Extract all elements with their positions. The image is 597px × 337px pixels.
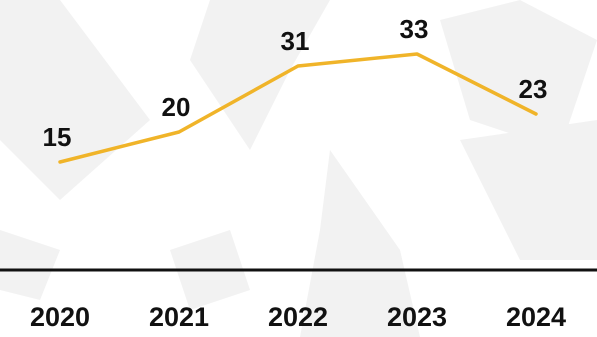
- x-tick-label: 2022: [268, 302, 328, 332]
- data-label: 20: [162, 92, 191, 122]
- background-shape: [440, 0, 597, 150]
- data-point: [415, 52, 419, 56]
- x-tick-label: 2020: [30, 302, 90, 332]
- data-point: [177, 130, 181, 134]
- x-tick-label: 2021: [149, 302, 209, 332]
- data-label: 31: [281, 26, 310, 56]
- x-tick-label: 2024: [506, 302, 566, 332]
- background-shape: [460, 120, 597, 260]
- data-point: [296, 64, 300, 68]
- background-shape: [0, 230, 60, 300]
- data-label: 33: [400, 14, 429, 44]
- data-point: [534, 112, 538, 116]
- background-shape: [300, 150, 420, 337]
- data-label: 23: [519, 74, 548, 104]
- background-shape: [190, 0, 330, 150]
- data-point: [58, 160, 62, 164]
- x-tick-label: 2023: [387, 302, 447, 332]
- data-label: 15: [43, 122, 72, 152]
- background-shape: [0, 0, 150, 200]
